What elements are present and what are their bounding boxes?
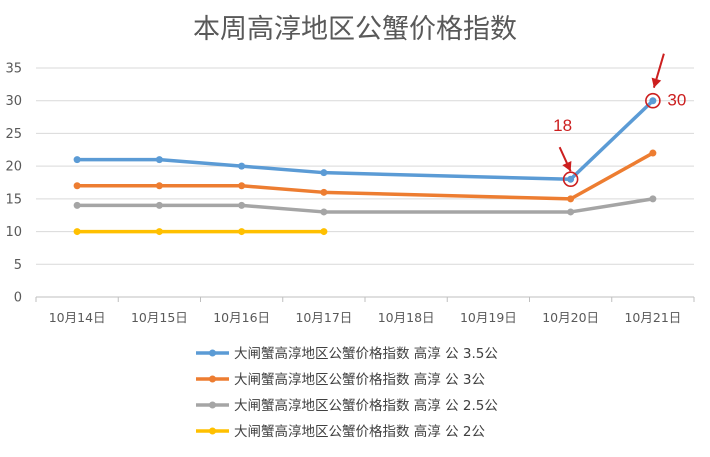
series-1 xyxy=(73,97,657,183)
data-point xyxy=(155,182,163,190)
data-point xyxy=(155,201,163,209)
y-tick-label: 5 xyxy=(14,258,22,273)
highlight-circle xyxy=(562,171,579,188)
data-point xyxy=(238,228,246,236)
data-point xyxy=(567,208,575,216)
series-line xyxy=(75,98,655,181)
legend-item: 大闸蟹高淳地区公蟹价格指数 高淳 公 2公 xyxy=(196,423,485,440)
y-tick-label: 20 xyxy=(5,160,22,175)
data-point xyxy=(73,228,81,236)
y-axis-ticks: 0 5 10 15 20 25 30 35 xyxy=(5,62,22,306)
data-point xyxy=(649,97,657,105)
x-tick-label: 10月14日 xyxy=(49,310,106,325)
arrow-head xyxy=(651,77,662,88)
series-2 xyxy=(73,149,657,203)
series-line xyxy=(75,151,655,201)
data-point xyxy=(320,188,328,196)
data-point xyxy=(320,208,328,216)
data-point xyxy=(320,169,328,177)
y-tick-label: 25 xyxy=(5,127,22,142)
data-point xyxy=(73,182,81,190)
legend-item: 大闸蟹高淳地区公蟹价格指数 高淳 公 3公 xyxy=(196,371,485,388)
y-tick-label: 30 xyxy=(5,94,22,109)
data-point xyxy=(567,195,575,203)
legend-label: 大闸蟹高淳地区公蟹价格指数 高淳 公 2公 xyxy=(234,423,485,440)
gridlines xyxy=(36,67,694,298)
legend-label: 大闸蟹高淳地区公蟹价格指数 高淳 公 2.5公 xyxy=(234,397,498,414)
legend-marker xyxy=(209,349,216,357)
x-tick-label: 10月17日 xyxy=(295,310,352,325)
chart-title: 本周高淳地区公蟹价格指数 xyxy=(193,14,517,45)
data-point xyxy=(649,149,657,157)
data-point xyxy=(567,175,575,183)
x-tick-label: 10月20日 xyxy=(542,310,599,325)
y-tick-label: 0 xyxy=(14,291,22,306)
highlight-circle xyxy=(645,92,661,109)
y-tick-label: 35 xyxy=(5,62,22,77)
legend-label: 大闸蟹高淳地区公蟹价格指数 高淳 公 3公 xyxy=(234,371,485,388)
y-tick-label: 15 xyxy=(5,192,22,207)
x-tick-label: 10月21日 xyxy=(624,310,681,325)
x-tick-label: 10月18日 xyxy=(378,310,435,325)
data-point xyxy=(320,228,328,236)
arrow-head xyxy=(562,160,572,172)
legend-marker xyxy=(209,375,216,383)
data-point xyxy=(649,195,657,203)
y-tick-label: 10 xyxy=(5,225,22,240)
series-line xyxy=(75,197,655,214)
legend-label: 大闸蟹高淳地区公蟹价格指数 高淳 公 3.5公 xyxy=(234,345,498,362)
x-tick-label: 10月15日 xyxy=(131,310,188,325)
data-point xyxy=(238,201,246,209)
legend-marker xyxy=(209,401,216,409)
annotation-label: 30 xyxy=(667,91,686,110)
legend-item: 大闸蟹高淳地区公蟹价格指数 高淳 公 2.5公 xyxy=(196,397,498,414)
legend-marker xyxy=(209,427,216,435)
data-point xyxy=(155,156,163,164)
data-point xyxy=(155,228,163,236)
series-3 xyxy=(73,195,657,216)
x-tick-label: 10月16日 xyxy=(213,310,270,325)
data-point xyxy=(238,162,246,170)
x-tick-label: 10月19日 xyxy=(460,310,517,325)
data-point xyxy=(73,201,81,209)
series-lines xyxy=(73,97,657,236)
data-point xyxy=(73,156,81,164)
data-point xyxy=(238,182,246,190)
x-axis-ticks: 10月14日 10月15日 10月16日 10月17日 10月18日 10月19日 10月2… xyxy=(35,297,695,325)
annotation-label: 18 xyxy=(553,116,572,135)
series-4 xyxy=(73,228,328,236)
legend-item: 大闸蟹高淳地区公蟹价格指数 高淳 公 3.5公 xyxy=(196,345,498,362)
